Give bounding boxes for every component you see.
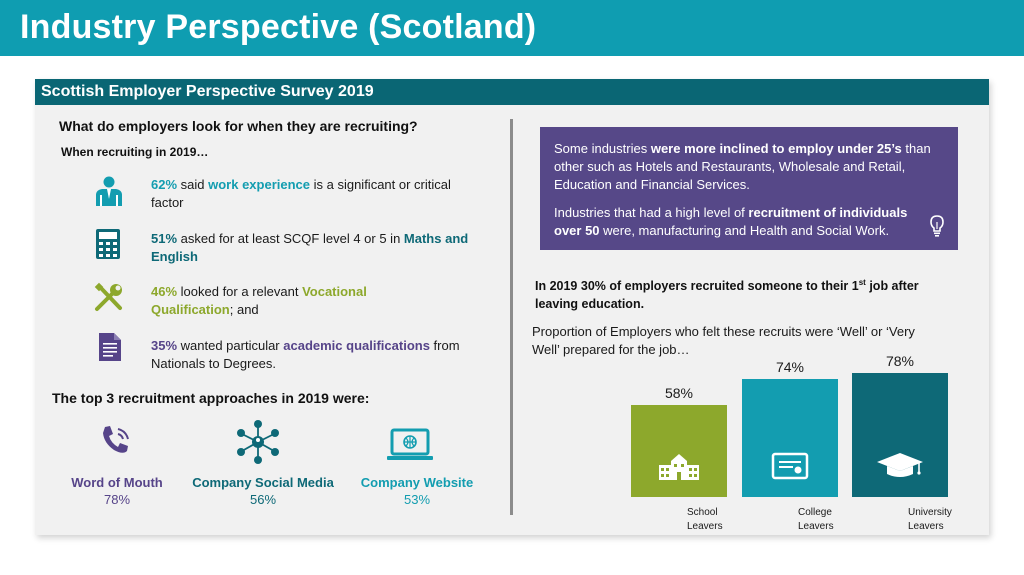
bar-value-label: 78%	[885, 353, 915, 369]
calculator-icon	[96, 229, 120, 259]
approach-social-media: Company Social Media 56%	[192, 475, 334, 507]
survey-header: Scottish Employer Perspective Survey 201…	[35, 79, 989, 105]
approaches-heading: The top 3 recruitment approaches in 2019…	[52, 390, 370, 406]
approach-word-of-mouth: Word of Mouth 78%	[71, 475, 163, 507]
industry-insight-box: Some industries were more inclined to em…	[540, 127, 958, 250]
title-bar: Industry Perspective (Scotland)	[0, 0, 1024, 56]
school-icon	[631, 452, 727, 485]
bar-category-label: College Leavers	[798, 507, 834, 532]
bar-value-label: 58%	[664, 384, 694, 401]
worker-icon	[96, 176, 122, 206]
tools-icon	[94, 282, 122, 311]
insight-over-50: Industries that had a high level of recr…	[554, 205, 908, 238]
subheading: When recruiting in 2019…	[61, 145, 209, 159]
approach-website: Company Website 53%	[360, 475, 474, 507]
lightbulb-icon	[930, 215, 944, 237]
page-title: Industry Perspective (Scotland)	[20, 8, 537, 46]
bar-value-label: 74%	[775, 359, 805, 376]
column-divider	[510, 119, 513, 515]
stat-work-experience: 62% said work experience is a significan…	[151, 177, 451, 210]
certificate-icon	[742, 452, 838, 485]
bar-university-leavers	[852, 373, 948, 497]
laptop-icon	[387, 428, 433, 460]
survey-title: Scottish Employer Perspective Survey 201…	[41, 83, 374, 100]
bar-category-label: University Leavers	[908, 507, 952, 532]
phone-icon	[103, 426, 129, 453]
insight-under-25: Some industries were more inclined to em…	[554, 141, 931, 192]
network-icon	[237, 420, 279, 464]
bar-college-leavers	[742, 379, 838, 497]
first-job-statement: In 2019 30% of employers recruited someo…	[535, 278, 919, 312]
question-heading: What do employers look for when they are…	[59, 118, 418, 134]
bar-school-leavers	[631, 404, 727, 497]
stat-vocational: 46% looked for a relevant Vocational Qua…	[151, 284, 367, 317]
proportion-text: Proportion of Employers who felt these r…	[532, 324, 915, 357]
stat-maths-english: 51% asked for at least SCQF level 4 or 5…	[151, 231, 469, 264]
document-icon	[99, 333, 121, 361]
graduation-cap-icon	[852, 450, 948, 485]
stat-academic: 35% wanted particular academic qualifica…	[151, 338, 460, 371]
bar-category-label: School Leavers	[687, 507, 723, 532]
